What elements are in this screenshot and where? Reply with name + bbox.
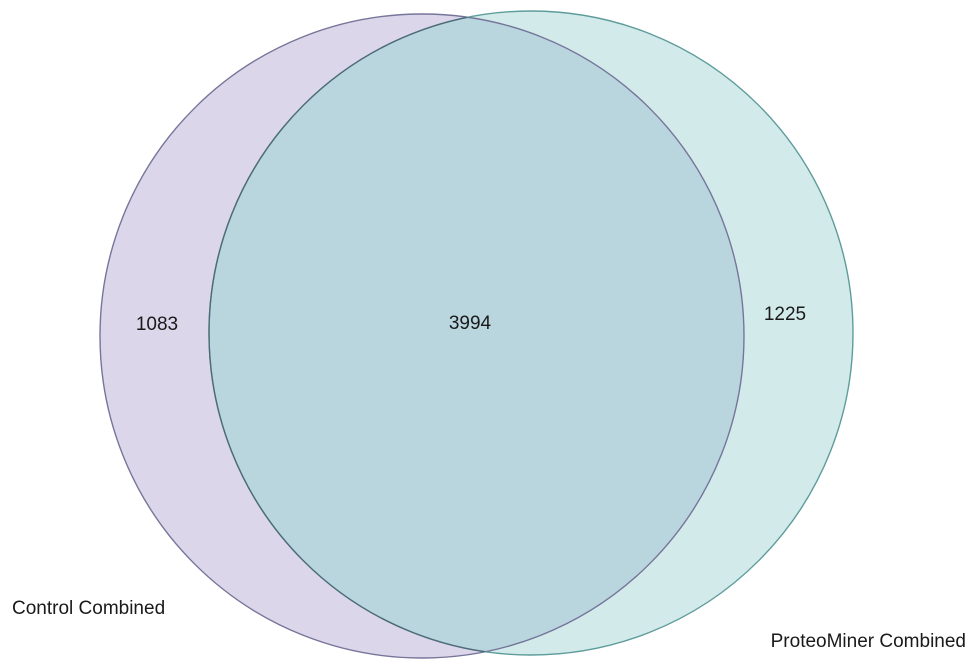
left-only-count: 1083	[136, 314, 178, 335]
right-only-count: 1225	[764, 304, 806, 325]
left-set-outline	[99, 13, 745, 659]
left-set-label: Control Combined	[12, 598, 165, 619]
right-set-label: ProteoMiner Combined	[771, 631, 966, 652]
intersection-count: 3994	[449, 313, 492, 334]
intersection-region	[209, 14, 744, 655]
